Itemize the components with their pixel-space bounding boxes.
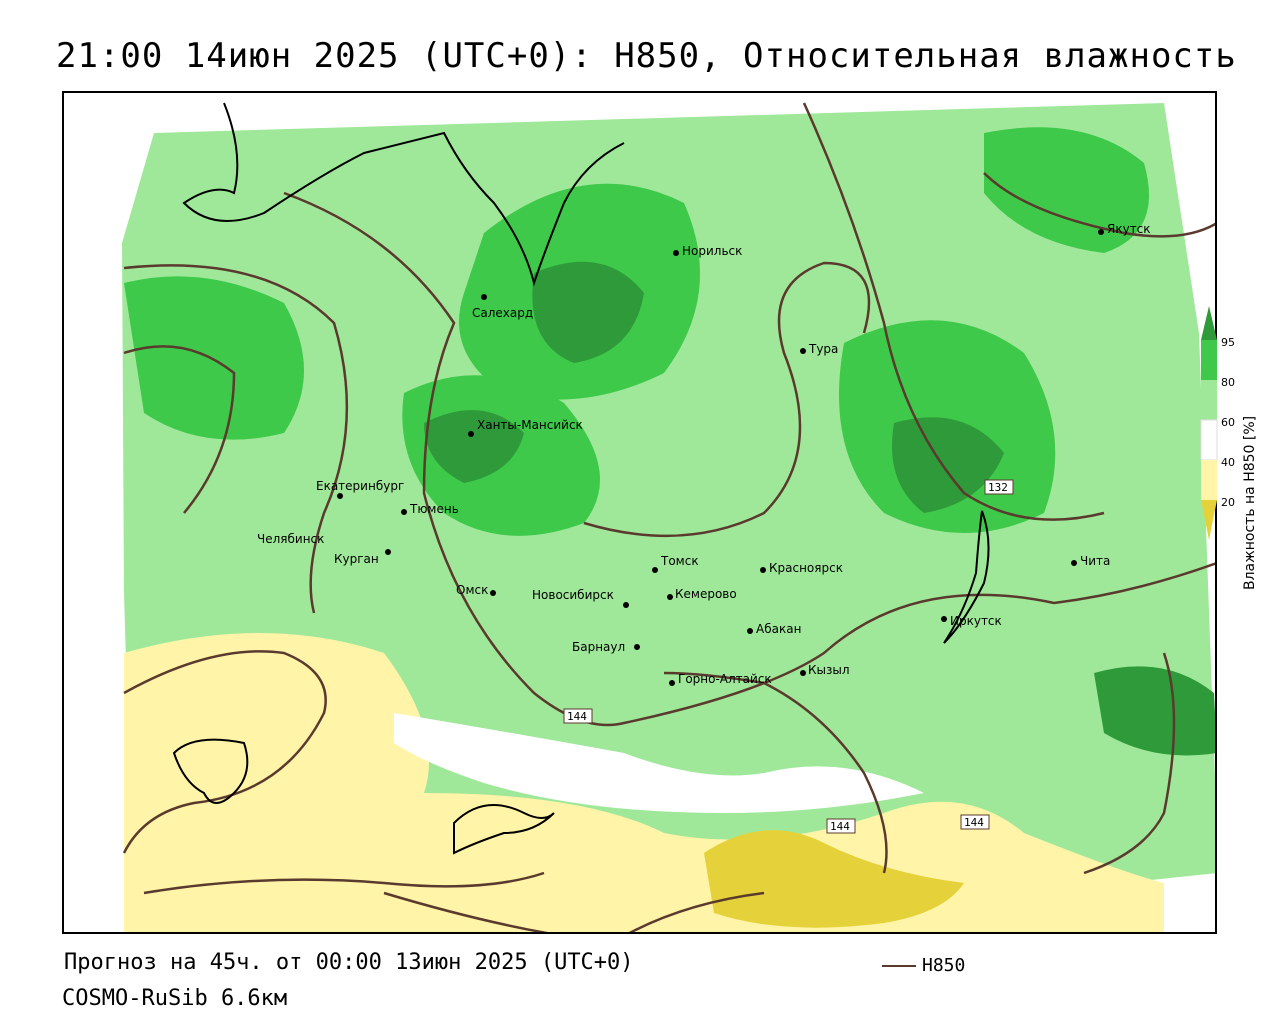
h850-contour [663, 671, 888, 874]
city-dot [667, 594, 673, 600]
dry-region-core [704, 830, 964, 928]
city-dot [1098, 229, 1104, 235]
city-dot [1071, 560, 1077, 566]
colorbar-tick: 95 [1221, 336, 1235, 349]
city-tyumen: Тюмень [409, 502, 459, 516]
moist-region-west [124, 276, 304, 440]
coastline [182, 102, 625, 287]
contour-legend-label: H850 [922, 955, 966, 976]
city-dot [800, 348, 806, 354]
h850-contour [122, 650, 327, 854]
city-tomsk: Томск [660, 554, 699, 568]
map-title: 21:00 14июн 2025 (UTC+0): H850, Относите… [56, 36, 1237, 76]
humidity-colorbar: 95 80 60 40 20 [1199, 306, 1279, 556]
city-dot [747, 628, 753, 634]
city-dot [385, 549, 391, 555]
h850-contour [983, 172, 1215, 238]
city-barnaul: Барнаул [572, 640, 625, 654]
city-krasnoyarsk: Красноярск [769, 561, 843, 575]
contour-label-box [563, 708, 593, 724]
city-kemerovo: Кемерово [675, 587, 737, 601]
contour-label: 144 [964, 816, 984, 829]
contour-label: 144 [830, 820, 850, 833]
city-dot [652, 567, 658, 573]
contour-label: 132 [988, 481, 1008, 494]
colorbar-band-60-80 [1201, 380, 1217, 420]
city-dot [800, 670, 806, 676]
contour-label-box [826, 818, 856, 834]
colorbar-band-20-40 [1201, 460, 1217, 500]
very-moist-core-2 [424, 410, 524, 483]
h850-contour [123, 345, 236, 514]
h850-contour [143, 871, 545, 895]
city-dot [490, 590, 496, 596]
colorbar-top-arrow [1201, 306, 1217, 340]
city-chita: Чита [1080, 554, 1110, 568]
city-dot [401, 509, 407, 515]
city-kyzyl: Кызыл [808, 663, 850, 677]
city-dot [468, 431, 474, 437]
contour-label: 144 [567, 710, 587, 723]
city-dot [673, 250, 679, 256]
city-novosibirsk: Новосибирск [532, 588, 614, 602]
colorbar-scale [1200, 306, 1218, 540]
city-norilsk: Норильск [682, 244, 742, 258]
h850-contour [802, 102, 1105, 521]
colorbar-band-80-95 [1201, 340, 1217, 380]
lake-outline [172, 738, 249, 804]
city-chelyabinsk: Челябинск [257, 532, 324, 546]
h850-contour [123, 264, 349, 614]
very-moist-core-1 [532, 261, 644, 363]
lake-outline [453, 804, 555, 855]
forecast-info: Прогноз на 45ч. от 00:00 13июн 2025 (UTC… [64, 950, 634, 975]
city-dot [623, 602, 629, 608]
colorbar-tick: 80 [1221, 376, 1235, 389]
humidity-map: 132 144 144 144 Якутск Норильск Салехард… [122, 102, 1215, 932]
contour-label-box [960, 814, 990, 830]
very-moist-core-3 [892, 417, 1004, 513]
city-kurgan: Курган [334, 552, 379, 566]
city-dot [337, 493, 343, 499]
city-dot [481, 294, 487, 300]
city-yakutsk: Якутск [1107, 222, 1151, 236]
h850-contour [1083, 652, 1176, 875]
dry-region-southwest [124, 633, 1164, 932]
city-gorno-altaysk: Горно-Алтайск [678, 672, 772, 686]
colorbar-tick: 40 [1221, 456, 1235, 469]
very-moist-core-4 [1094, 666, 1215, 756]
map-panel: 132 144 144 144 Якутск Норильск Салехард… [62, 91, 1217, 934]
city-irkutsk: Иркутск [950, 614, 1002, 628]
city-dot [669, 680, 675, 686]
colorbar-tick: 20 [1221, 496, 1235, 509]
city-dot [634, 644, 640, 650]
city-dot [760, 567, 766, 573]
city-tura: Тура [808, 342, 838, 356]
city-yekaterinburg: Екатеринбург [316, 479, 404, 493]
model-name: COSMO-RuSib 6.6км [62, 986, 288, 1011]
city-dot [941, 616, 947, 622]
h850-contour [383, 891, 549, 932]
h850-contour [583, 261, 871, 538]
moist-region-northeast [984, 127, 1149, 253]
city-omsk: Омск [456, 583, 488, 597]
contour-label-box [984, 479, 1014, 495]
colorbar-bottom-arrow [1201, 500, 1217, 540]
h850-contour [628, 891, 765, 932]
contour-legend: H850 [882, 955, 965, 976]
colorbar-tick: 60 [1221, 416, 1235, 429]
contour-legend-swatch [882, 964, 916, 967]
lake-baikal-outline [943, 510, 990, 644]
neutral-band [394, 713, 924, 813]
city-salekhard: Салехард [472, 306, 533, 320]
city-khanty-mansiysk: Ханты-Мансийск [477, 418, 583, 432]
colorbar-title: Влажность на H850 [%] [1242, 415, 1258, 590]
colorbar-band-40-60 [1200, 419, 1218, 461]
city-abakan: Абакан [756, 622, 801, 636]
